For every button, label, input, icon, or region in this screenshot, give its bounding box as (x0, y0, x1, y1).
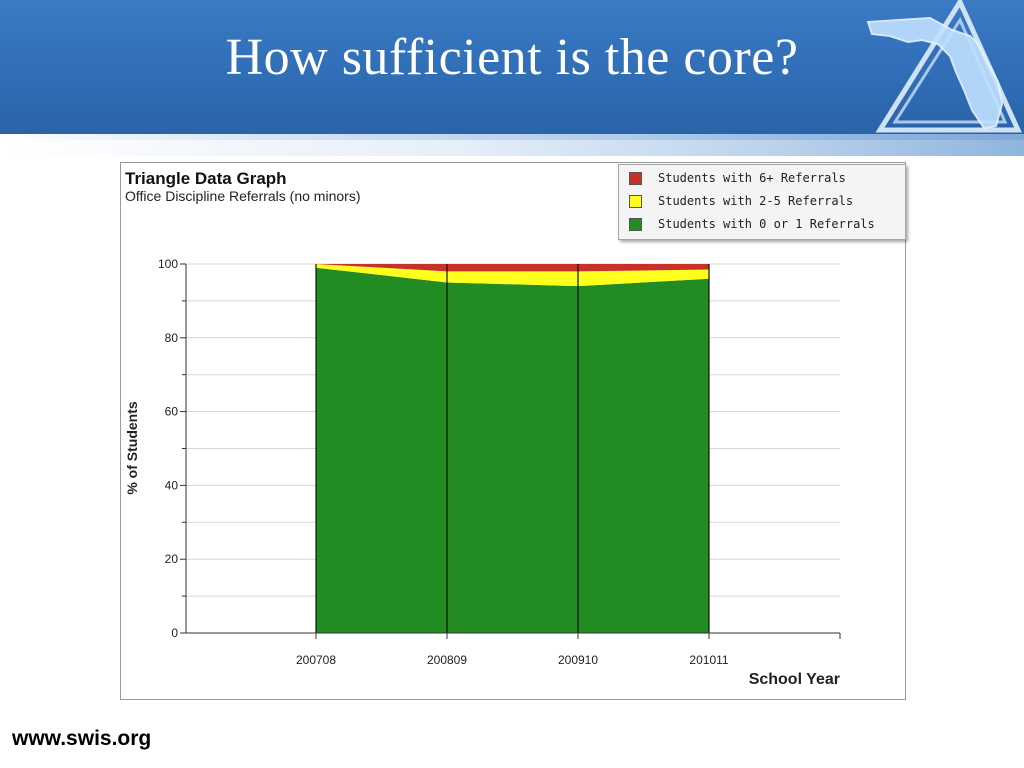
y-tick-label: 60 (165, 405, 179, 419)
legend-label: Students with 0 or 1 Referrals (658, 217, 875, 231)
chart-legend: Students with 6+ Referrals Students with… (618, 164, 906, 240)
legend-item-2to5: Students with 2-5 Referrals (629, 191, 853, 211)
legend-label: Students with 6+ Referrals (658, 171, 846, 185)
y-axis-label: % of Students (124, 401, 140, 495)
x-tick-label: 200910 (558, 653, 598, 667)
x-tick-label: 200708 (296, 653, 336, 667)
chart-title: Triangle Data Graph (125, 169, 287, 188)
y-tick-label: 40 (165, 478, 179, 492)
legend-item-6plus: Students with 6+ Referrals (629, 168, 846, 188)
x-axis-label: School Year (749, 671, 840, 688)
slide-title: How sufficient is the core? (225, 29, 799, 86)
area-series-3 (316, 264, 709, 272)
y-tick-label: 20 (165, 552, 179, 566)
legend-swatch-red (629, 171, 642, 185)
legend-swatch-green (629, 217, 642, 231)
florida-triangle-logo (866, 0, 1022, 133)
header-bar (0, 0, 1024, 134)
header-stripe-accent (0, 134, 1024, 140)
legend-item-0to1: Students with 0 or 1 Referrals (629, 214, 875, 234)
legend-label: Students with 2-5 Referrals (658, 194, 854, 208)
x-tick-label: 201011 (689, 653, 728, 667)
y-tick-label: 0 (171, 626, 178, 640)
chart-subtitle: Office Discipline Referrals (no minors) (125, 188, 361, 204)
y-tick-label: 80 (165, 331, 179, 345)
footer-url: www.swis.org (12, 727, 152, 750)
x-tick-label: 200809 (427, 653, 467, 667)
legend-swatch-yellow (629, 194, 642, 208)
y-tick-label: 100 (158, 257, 178, 271)
area-series-1 (316, 267, 709, 633)
